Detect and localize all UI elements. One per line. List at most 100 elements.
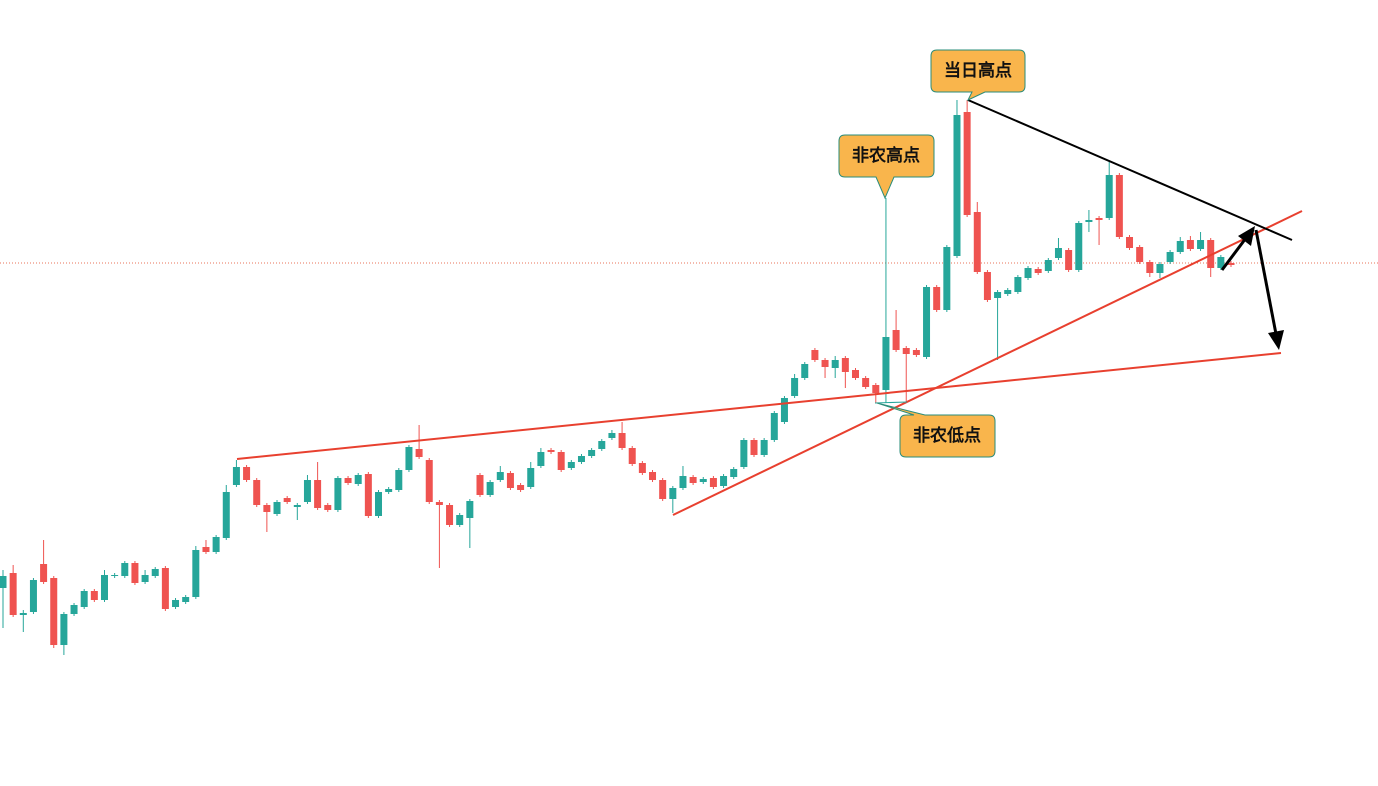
candle-body: [70, 605, 78, 614]
candle-body: [263, 505, 271, 512]
candle-body: [496, 472, 504, 480]
candle-body: [100, 575, 108, 600]
candle-body: [760, 440, 768, 455]
candle-body: [1166, 252, 1174, 262]
candle-body: [395, 470, 403, 490]
candle-body: [1207, 240, 1215, 268]
candle-body: [446, 505, 454, 525]
annotation-text: 非农低点: [913, 425, 981, 446]
candle-body: [791, 378, 799, 396]
candle-body: [435, 502, 443, 505]
candle-body: [1156, 264, 1164, 273]
candle-body: [1004, 290, 1012, 294]
candle-body: [953, 115, 961, 256]
candle-body: [933, 287, 941, 310]
annotation: 当日高点: [930, 49, 1026, 102]
candle-body: [567, 462, 575, 468]
candle-body: [902, 348, 910, 354]
candle-body: [253, 480, 261, 505]
annotation: 非农低点: [876, 402, 996, 458]
candle-body: [29, 580, 37, 612]
candle-body: [689, 477, 697, 483]
candle-body: [161, 568, 169, 609]
candle-body: [943, 247, 951, 310]
candle-body: [60, 614, 68, 645]
candle-body: [405, 447, 413, 470]
candle-body: [1044, 260, 1052, 271]
candle-body: [831, 360, 839, 368]
candle-body: [923, 287, 931, 357]
pointer-line: [874, 401, 908, 404]
candle-body: [1186, 240, 1194, 249]
candle-body: [293, 505, 301, 507]
candle-body: [709, 478, 717, 487]
candle-body: [1014, 277, 1022, 292]
candle-body: [720, 476, 728, 486]
candle-body: [740, 440, 748, 467]
candle-body: [821, 360, 829, 367]
candle-body: [699, 479, 707, 482]
candle-body: [232, 467, 240, 485]
candle-body: [0, 576, 7, 588]
candle-body: [973, 212, 981, 272]
candle-body: [1105, 175, 1113, 218]
candle-body: [364, 474, 372, 516]
arrow: [1220, 226, 1284, 350]
candle-body: [862, 378, 870, 387]
candle-body: [1024, 268, 1032, 278]
candle-body: [1095, 218, 1103, 220]
candle-body: [750, 440, 758, 455]
candle-body: [222, 492, 230, 538]
candle-body: [192, 550, 200, 597]
candle-body: [456, 515, 464, 525]
candle-body: [1176, 241, 1184, 252]
candle-body: [912, 350, 920, 355]
candle-body: [557, 452, 565, 470]
candle-body: [151, 569, 159, 576]
candle-body: [588, 450, 596, 456]
candle-body: [273, 502, 281, 514]
candle-body: [527, 468, 535, 487]
candle-body: [80, 591, 88, 607]
candle-body: [283, 498, 291, 502]
annotation-text: 当日高点: [944, 60, 1012, 81]
candle-body: [476, 475, 484, 495]
candle-body: [354, 475, 362, 484]
candle-body: [1136, 247, 1144, 262]
candle-body: [851, 370, 859, 378]
candle-body: [344, 478, 352, 483]
candle-body: [841, 358, 849, 372]
candle-body: [506, 473, 514, 488]
annotation-text: 非农高点: [852, 145, 920, 166]
candle-body: [872, 385, 880, 393]
candle-body: [801, 364, 809, 378]
trend-line: [672, 210, 1303, 516]
candle-body: [182, 597, 190, 602]
candle-body: [40, 564, 48, 582]
candle-body: [1065, 250, 1073, 270]
candles: [0, 100, 1235, 655]
candle-body: [303, 480, 311, 502]
candle-body: [121, 563, 129, 576]
candle-body: [425, 460, 433, 502]
candle-body: [243, 467, 251, 480]
candle-body: [1085, 220, 1093, 222]
candle-body: [882, 337, 890, 390]
candle-body: [486, 482, 494, 495]
candle-body: [1075, 223, 1083, 270]
candle-body: [19, 613, 27, 615]
candle-body: [983, 272, 991, 300]
candle-body: [334, 478, 342, 510]
candle-body: [9, 573, 17, 615]
candle-body: [90, 591, 98, 600]
candle-body: [1227, 263, 1235, 265]
candle-body: [537, 452, 545, 466]
candle-body: [1054, 248, 1062, 258]
candle-body: [50, 578, 58, 645]
candle-body: [628, 448, 636, 464]
candle-body: [131, 563, 139, 583]
candle-body: [730, 469, 738, 477]
candle-body: [172, 600, 180, 607]
candle-body: [598, 441, 606, 449]
